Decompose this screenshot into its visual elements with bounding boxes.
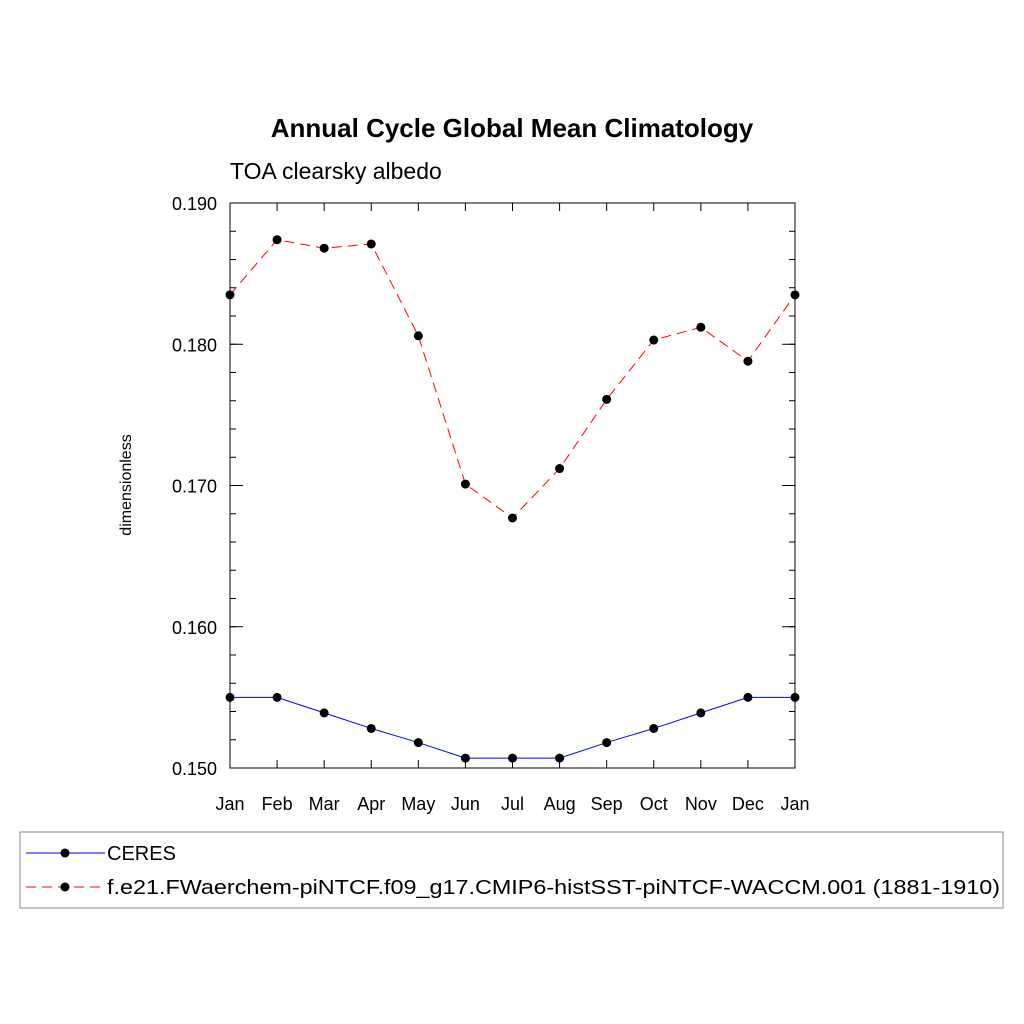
x-tick-label: Jul: [501, 794, 524, 814]
legend-marker-ceres: [60, 848, 70, 858]
data-point: [696, 322, 706, 332]
data-point: [366, 239, 376, 249]
data-point: [508, 513, 517, 523]
x-tick-label: Nov: [685, 794, 717, 814]
y-tick-label: 0.190: [172, 194, 217, 214]
legend-box: [19, 831, 1004, 909]
plot-frame: [229, 202, 796, 769]
data-point: [319, 243, 329, 253]
series-layer: [225, 235, 800, 763]
x-tick-label: Oct: [640, 794, 668, 814]
x-tick-label: Dec: [732, 794, 764, 814]
data-point: [225, 692, 235, 702]
data-point: [743, 356, 753, 366]
x-tick-label: May: [401, 794, 435, 814]
legend-marker-model: [60, 882, 70, 892]
data-point: [696, 708, 706, 718]
x-tick-label: Mar: [309, 794, 340, 814]
data-point: [413, 738, 423, 748]
series-line-1: [229, 239, 796, 519]
axis-ticks: Jan Feb Mar Apr May Jun Jul Aug Sep Oct Nov Dec Jan 0…: [172, 194, 810, 814]
y-axis-label: dimensionless: [118, 434, 135, 535]
data-point: [508, 753, 517, 763]
data-point: [272, 235, 282, 245]
data-point: [790, 290, 800, 300]
data-point: [225, 290, 235, 300]
legend: CERES f.e21.FWaerchem-piNTCF.f09_g17.CMI…: [19, 831, 1004, 909]
data-point: [602, 394, 612, 404]
y-tick-label: 0.150: [172, 759, 217, 779]
x-tick-label: Jan: [215, 794, 244, 814]
chart-title: Annual Cycle Global Mean Climatology: [271, 113, 754, 143]
series-line-0: [230, 696, 795, 759]
chart-subtitle: TOA clearsky albedo: [230, 158, 442, 184]
x-tick-label: Feb: [262, 794, 293, 814]
x-tick-label: Aug: [544, 794, 576, 814]
data-point: [790, 692, 800, 702]
data-point: [272, 692, 282, 702]
data-point: [743, 692, 753, 702]
x-tick-label: Apr: [357, 794, 385, 814]
data-point: [413, 331, 423, 341]
x-tick-label: Jun: [451, 794, 480, 814]
legend-label-model: f.e21.FWaerchem-piNTCF.f09_g17.CMIP6-his…: [107, 877, 1000, 899]
x-tick-label: Jan: [780, 794, 809, 814]
data-point: [649, 335, 659, 345]
data-point: [460, 753, 470, 763]
data-point: [555, 464, 565, 474]
data-point: [319, 708, 329, 718]
data-point: [555, 753, 565, 763]
data-point: [649, 723, 659, 733]
data-point: [602, 738, 612, 748]
y-tick-label: 0.170: [172, 477, 217, 497]
y-tick-label: 0.180: [172, 335, 217, 355]
y-tick-label: 0.160: [172, 618, 217, 638]
x-tick-label: Sep: [591, 794, 623, 814]
data-point: [366, 723, 376, 733]
data-point: [460, 479, 470, 489]
legend-label-ceres: CERES: [107, 843, 176, 865]
